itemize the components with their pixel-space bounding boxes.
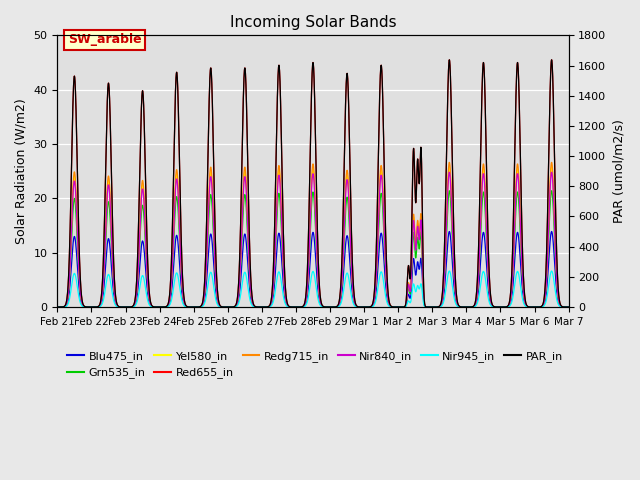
Title: Incoming Solar Bands: Incoming Solar Bands [230,15,396,30]
Text: SW_arable: SW_arable [68,34,141,47]
Y-axis label: Solar Radiation (W/m2): Solar Radiation (W/m2) [15,98,28,244]
Y-axis label: PAR (umol/m2/s): PAR (umol/m2/s) [612,119,625,223]
Legend: Blu475_in, Grn535_in, Yel580_in, Red655_in, Redg715_in, Nir840_in, Nir945_in, PA: Blu475_in, Grn535_in, Yel580_in, Red655_… [63,347,567,383]
